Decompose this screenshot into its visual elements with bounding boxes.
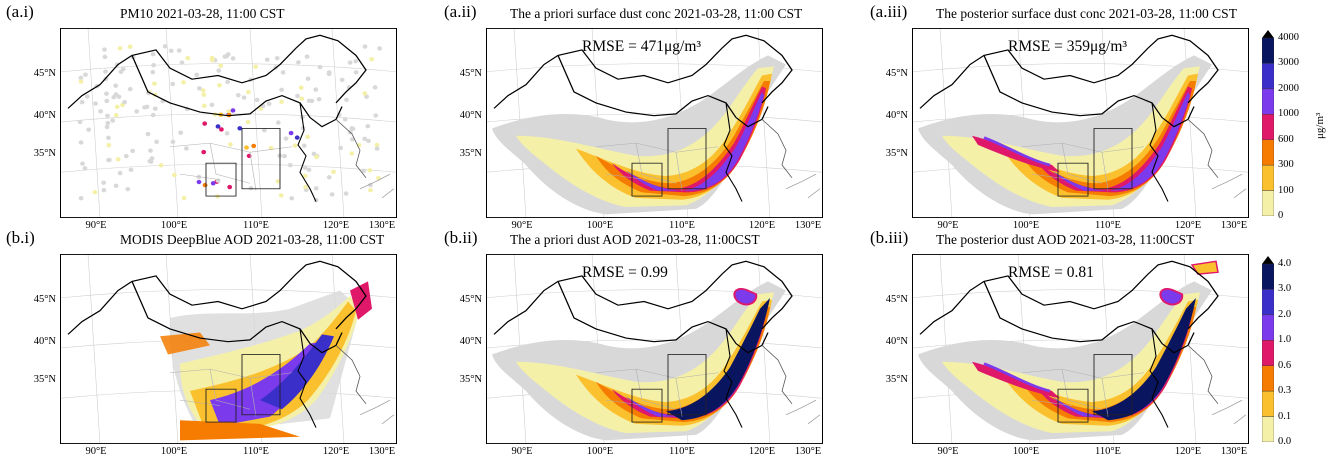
lon-label: 110°E <box>1095 446 1121 457</box>
map-canvas-a-ii <box>486 28 823 218</box>
lon-label: 100°E <box>586 446 614 457</box>
colorbar-tick: 3000 <box>1278 57 1299 69</box>
panel-title-b-i: MODIS DeepBlue AOD 2021-03-28, 11:00 CST <box>120 232 385 247</box>
rmse-b-iii: RMSE = 0.81 <box>1008 264 1094 281</box>
rmse-b-ii: RMSE = 0.99 <box>582 264 668 281</box>
lon-label: 130°E <box>368 220 396 231</box>
lat-label: 45°N <box>459 67 482 79</box>
lon-label: 120°E <box>322 446 350 457</box>
lon-label: 120°E <box>1174 220 1202 231</box>
lon-label: 120°E <box>1174 446 1202 457</box>
colorbar-tick: 100 <box>1278 184 1294 196</box>
lat-label: 45°N <box>33 67 56 79</box>
lon-label: 100°E <box>586 220 614 231</box>
lat-label: 45°N <box>459 293 482 305</box>
map-canvas-b-ii <box>486 254 823 444</box>
panel-title-a-ii: The a priori surface dust conc 2021-03-2… <box>510 6 803 21</box>
lat-label: 45°N <box>885 293 908 305</box>
lon-label: 110°E <box>669 446 695 457</box>
lon-label: 130°E <box>794 446 822 457</box>
lat-label: 35°N <box>459 148 482 160</box>
colorbar-tick: 0.0 <box>1278 436 1292 447</box>
map-a-ii <box>486 28 823 218</box>
panel-title-a-i: PM10 2021-03-28, 11:00 CST <box>120 6 285 21</box>
colorbar-tick: 4.0 <box>1278 258 1292 269</box>
colorbar-tick: 2.0 <box>1278 308 1292 320</box>
lat-label: 35°N <box>33 148 56 160</box>
colorbar-tick: 300 <box>1278 159 1294 171</box>
lat-label: 45°N <box>885 67 908 79</box>
lat-label: 40°N <box>33 335 56 347</box>
lat-label: 40°N <box>459 109 482 121</box>
map-a-i <box>60 28 397 218</box>
panel-letter-b-ii: (b.ii) <box>444 228 478 247</box>
lon-label: 90°E <box>85 446 107 457</box>
lon-label: 130°E <box>794 220 822 231</box>
lat-label: 35°N <box>459 374 482 386</box>
lon-label: 120°E <box>322 220 350 231</box>
colorbar-conc <box>1261 30 1275 217</box>
panel-letter-b-iii: (b.iii) <box>870 228 909 247</box>
panel-letter-a-i: (a.i) <box>6 2 34 21</box>
colorbar-tick: 2000 <box>1278 82 1299 94</box>
map-canvas-b-i <box>60 254 397 444</box>
lon-label: 120°E <box>748 220 776 231</box>
lat-label: 40°N <box>885 109 908 121</box>
lon-label: 110°E <box>669 220 695 231</box>
panel-letter-b-i: (b.i) <box>6 228 35 247</box>
lon-label: 100°E <box>1012 220 1040 231</box>
colorbar-tick: 0 <box>1278 210 1284 221</box>
lon-label: 120°E <box>748 446 776 457</box>
lat-label: 35°N <box>885 148 908 160</box>
colorbar-tick: 0.6 <box>1278 359 1292 371</box>
map-canvas-a-iii <box>912 28 1249 218</box>
map-a-iii <box>912 28 1249 218</box>
lon-label: 90°E <box>511 446 533 457</box>
rmse-a-ii: RMSE = 471μg/m³ <box>582 38 702 55</box>
colorbar-unit-conc: μg/m³ <box>1314 112 1326 139</box>
panel-title-b-iii: The posterior dust AOD 2021-03-28, 11:00… <box>936 232 1195 247</box>
colorbar-tick: 1.0 <box>1278 334 1292 346</box>
colorbar-tick: 0.1 <box>1278 410 1292 422</box>
panel-letter-a-ii: (a.ii) <box>444 2 477 21</box>
panel-title-a-iii: The posterior surface dust conc 2021-03-… <box>936 6 1237 21</box>
lon-label: 90°E <box>511 220 533 231</box>
lat-label: 35°N <box>33 374 56 386</box>
colorbar-tick: 4000 <box>1278 32 1299 43</box>
lon-label: 100°E <box>160 446 188 457</box>
colorbar-aod <box>1261 256 1275 443</box>
colorbar-tick: 0.3 <box>1278 385 1292 397</box>
panel-title-b-ii: The a priori dust AOD 2021-03-28, 11:00C… <box>510 232 760 247</box>
lat-label: 40°N <box>33 109 56 121</box>
lon-label: 90°E <box>937 220 959 231</box>
colorbar-tick: 1000 <box>1278 108 1299 120</box>
map-b-i <box>60 254 397 444</box>
lon-label: 100°E <box>1012 446 1040 457</box>
map-canvas-a-i <box>60 28 397 218</box>
rmse-a-iii: RMSE = 359μg/m³ <box>1008 38 1128 55</box>
lat-label: 40°N <box>885 335 908 347</box>
lon-label: 110°E <box>243 446 269 457</box>
lat-label: 35°N <box>885 374 908 386</box>
lon-label: 130°E <box>368 446 396 457</box>
lon-label: 130°E <box>1220 220 1248 231</box>
map-b-ii <box>486 254 823 444</box>
lon-label: 90°E <box>937 446 959 457</box>
lon-label: 110°E <box>1095 220 1121 231</box>
lon-label: 110°E <box>243 220 269 231</box>
map-b-iii <box>912 254 1249 444</box>
colorbar-tick: 3.0 <box>1278 283 1292 295</box>
lon-label: 90°E <box>85 220 107 231</box>
lon-label: 100°E <box>160 220 188 231</box>
map-canvas-b-iii <box>912 254 1249 444</box>
panel-letter-a-iii: (a.iii) <box>870 2 908 21</box>
lat-label: 40°N <box>459 335 482 347</box>
lon-label: 130°E <box>1220 446 1248 457</box>
lat-label: 45°N <box>33 293 56 305</box>
colorbar-tick: 600 <box>1278 133 1294 145</box>
